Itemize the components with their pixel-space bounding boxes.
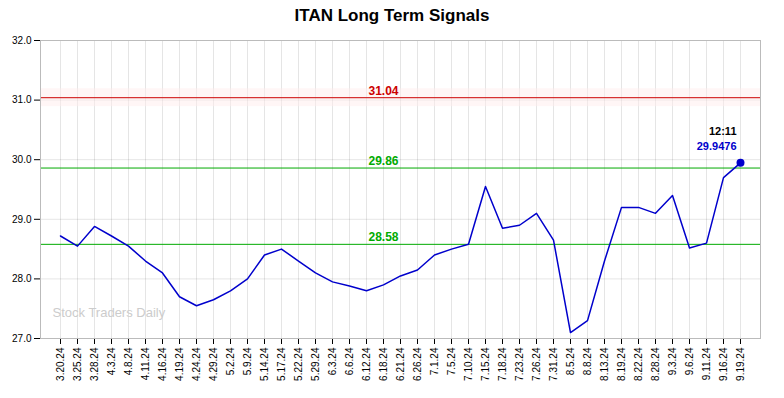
svg-text:8.5.24: 8.5.24	[565, 347, 576, 375]
svg-text:6.18.24: 6.18.24	[378, 347, 389, 381]
svg-text:5.14.24: 5.14.24	[259, 347, 270, 381]
svg-text:31.0: 31.0	[12, 94, 32, 105]
svg-text:30.0: 30.0	[12, 154, 32, 165]
svg-text:27.0: 27.0	[12, 333, 32, 344]
svg-text:8.8.24: 8.8.24	[582, 347, 593, 375]
html-text:ITAN Long Term Signals: ITAN Long Term Signals	[294, 6, 490, 25]
svg-text:4.19.24: 4.19.24	[174, 347, 185, 381]
svg-text:4.8.24: 4.8.24	[123, 347, 134, 375]
svg-text:6.6.24: 6.6.24	[344, 347, 355, 375]
svg-text:Stock Traders Daily: Stock Traders Daily	[53, 305, 166, 320]
svg-text:7.23.24: 7.23.24	[514, 347, 525, 381]
svg-text:7.1.24: 7.1.24	[429, 347, 440, 375]
svg-text:28.58: 28.58	[368, 230, 398, 244]
svg-text:4.11.24: 4.11.24	[140, 347, 151, 380]
svg-text:6.3.24: 6.3.24	[327, 347, 338, 375]
svg-text:8.22.24: 8.22.24	[633, 347, 644, 381]
svg-text:9.6.24: 9.6.24	[684, 347, 695, 375]
svg-text:9.11.24: 9.11.24	[701, 347, 712, 380]
svg-text:29.86: 29.86	[368, 154, 398, 168]
svg-text:4.24.24: 4.24.24	[191, 347, 202, 381]
svg-text:12:11: 12:11	[709, 125, 737, 137]
svg-text:9.3.24: 9.3.24	[667, 347, 678, 375]
svg-text:9.16.24: 9.16.24	[718, 347, 729, 381]
svg-text:8.28.24: 8.28.24	[650, 347, 661, 381]
svg-text:8.13.24: 8.13.24	[599, 347, 610, 381]
svg-text:5.2.24: 5.2.24	[225, 347, 236, 375]
svg-text:6.26.24: 6.26.24	[412, 347, 423, 381]
svg-text:29.9476: 29.9476	[697, 140, 737, 152]
svg-text:8.19.24: 8.19.24	[616, 347, 627, 381]
svg-text:7.15.24: 7.15.24	[480, 347, 491, 381]
svg-text:4.16.24: 4.16.24	[157, 347, 168, 381]
svg-text:29.0: 29.0	[12, 214, 32, 225]
svg-text:5.9.24: 5.9.24	[242, 347, 253, 375]
svg-text:5.17.24: 5.17.24	[276, 347, 287, 381]
svg-text:4.29.24: 4.29.24	[208, 347, 219, 381]
svg-text:4.3.24: 4.3.24	[106, 347, 117, 375]
svg-text:3.25.24: 3.25.24	[72, 347, 83, 381]
svg-text:7.5.24: 7.5.24	[446, 347, 457, 375]
svg-text:7.26.24: 7.26.24	[531, 347, 542, 381]
svg-text:7.31.24: 7.31.24	[548, 347, 559, 381]
svg-text:32.0: 32.0	[12, 35, 32, 46]
svg-text:5.22.24: 5.22.24	[293, 347, 304, 381]
svg-text:5.29.24: 5.29.24	[310, 347, 321, 381]
svg-text:3.28.24: 3.28.24	[89, 347, 100, 381]
svg-text:28.0: 28.0	[12, 273, 32, 284]
svg-text:9.19.24: 9.19.24	[735, 347, 746, 381]
svg-text:6.12.24: 6.12.24	[361, 347, 372, 381]
svg-text:6.21.24: 6.21.24	[395, 347, 406, 381]
svg-text:3.20.24: 3.20.24	[55, 347, 66, 381]
svg-text:31.04: 31.04	[368, 84, 398, 98]
svg-text:7.10.24: 7.10.24	[463, 347, 474, 381]
svg-text:7.18.24: 7.18.24	[497, 347, 508, 381]
